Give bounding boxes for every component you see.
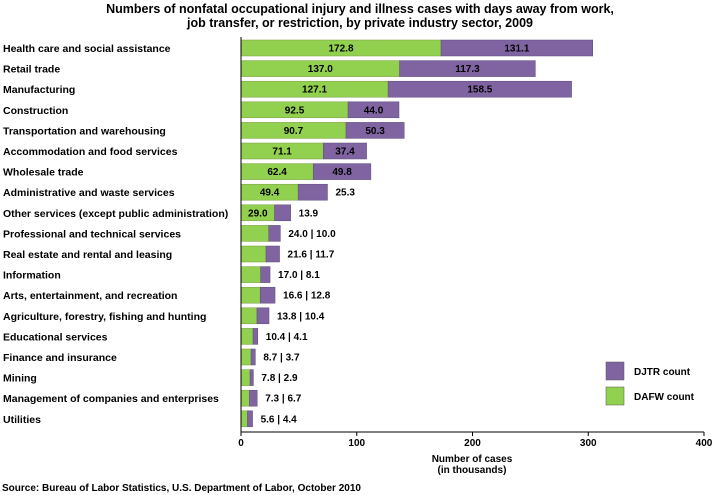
row-2-dafw-label: 137.0 xyxy=(308,64,333,75)
chart-title-line-1: Numbers of nonfatal occupational injury … xyxy=(106,2,614,16)
row-19-outside-label: 5.6 | 4.4 xyxy=(261,414,298,425)
category-label-5: Transportation and warehousing xyxy=(3,125,166,137)
category-label-15: Educational services xyxy=(3,331,108,343)
row-3-dafw-label: 127.1 xyxy=(302,85,327,96)
row-7-djtr-label: 49.8 xyxy=(332,167,352,178)
category-label-4: Construction xyxy=(3,105,68,117)
row-14-dafw-bar xyxy=(240,307,258,325)
category-label-16: Finance and insurance xyxy=(3,352,117,364)
legend-label-djtr: DJTR count xyxy=(634,367,691,378)
row-14-djtr-bar xyxy=(256,307,270,325)
row-5-djtr-label: 50.3 xyxy=(365,126,385,137)
row-18-outside-label: 7.3 | 6.7 xyxy=(265,394,302,405)
row-6-djtr-label: 37.4 xyxy=(335,147,355,158)
row-12-djtr-bar xyxy=(260,266,271,283)
x-axis: 0 100 200 300 400 xyxy=(238,37,713,449)
category-label-2: Retail trade xyxy=(3,64,60,76)
row-15-outside-label: 10.4 | 4.1 xyxy=(266,332,308,343)
row-11-djtr-bar xyxy=(265,245,280,263)
x-tick-label-200: 200 xyxy=(464,438,481,449)
x-tick-label-400: 400 xyxy=(696,438,713,449)
category-label-10: Professional and technical services xyxy=(3,228,181,240)
category-label-9: Other services (except public administra… xyxy=(3,208,228,220)
x-tick-label-100: 100 xyxy=(348,438,365,449)
row-11-dafw-bar xyxy=(240,245,267,263)
category-label-17: Mining xyxy=(3,373,37,385)
row-15-dafw-bar xyxy=(240,328,254,345)
legend-swatch-dafw xyxy=(605,386,625,406)
row-13-djtr-bar xyxy=(259,286,276,304)
category-label-19: Utilities xyxy=(3,414,41,426)
category-label-7: Wholesale trade xyxy=(3,167,84,179)
category-label-13: Arts, entertainment, and recreation xyxy=(3,290,177,302)
row-13-outside-label: 16.6 | 12.8 xyxy=(283,291,331,302)
row-1-dafw-label: 172.8 xyxy=(328,44,353,55)
row-1-djtr-bar xyxy=(440,39,594,57)
row-14-outside-label: 13.8 | 10.4 xyxy=(277,311,325,322)
row-5-djtr-bar xyxy=(345,122,405,139)
row-10-dafw-bar xyxy=(240,225,270,242)
row-9-djtr-bar xyxy=(274,204,291,222)
category-label-1: Health care and social assistance xyxy=(3,43,171,55)
row-13-dafw-bar xyxy=(240,286,261,304)
row-2-djtr-label: 117.3 xyxy=(455,64,480,75)
legend-swatch-djtr xyxy=(605,361,625,381)
row-8-djtr-bar xyxy=(297,183,328,201)
row-16-djtr-bar xyxy=(250,348,256,366)
row-7-djtr-bar xyxy=(312,163,372,180)
row-9-outside-label: 13.9 xyxy=(299,208,319,219)
legend: DJTR count DAFW count xyxy=(605,361,695,406)
bars-group: Health care and social assistance 172.8 13… xyxy=(3,39,594,428)
row-4-djtr-bar xyxy=(347,101,400,119)
row-4-djtr-label: 44.0 xyxy=(364,105,384,116)
category-label-18: Management of companies and enterprises xyxy=(3,393,219,405)
row-5-dafw-label: 90.7 xyxy=(284,126,304,137)
row-16-dafw-bar xyxy=(240,348,252,366)
x-tick-label-0: 0 xyxy=(238,438,244,449)
chart-title-line-2: job transfer, or restriction, by private… xyxy=(186,16,533,30)
row-3-djtr-label: 158.5 xyxy=(467,85,492,96)
row-2-djtr-bar xyxy=(399,60,536,77)
category-label-12: Information xyxy=(3,270,61,282)
row-9-dafw-label: 29.0 xyxy=(248,208,268,219)
source-note: Source: Bureau of Labor Statistics, U.S.… xyxy=(2,483,361,494)
row-10-outside-label: 24.0 | 10.0 xyxy=(288,229,336,240)
row-6-djtr-bar xyxy=(323,142,367,160)
legend-label-dafw: DAFW count xyxy=(634,392,695,403)
row-7-dafw-label: 62.4 xyxy=(267,167,287,178)
row-10-djtr-bar xyxy=(268,225,281,242)
row-4-dafw-label: 92.5 xyxy=(285,105,305,116)
row-16-outside-label: 8.7 | 3.7 xyxy=(263,353,300,364)
row-12-dafw-bar xyxy=(240,266,261,283)
x-tick-label-300: 300 xyxy=(580,438,597,449)
x-axis-label-line-1: Number of cases xyxy=(432,454,513,465)
row-17-dafw-bar xyxy=(240,369,251,386)
category-label-11: Real estate and rental and leasing xyxy=(3,249,172,261)
row-6-dafw-label: 71.1 xyxy=(272,147,292,158)
category-label-8: Administrative and waste services xyxy=(3,187,175,199)
row-11-outside-label: 21.6 | 11.7 xyxy=(288,250,335,261)
row-19-djtr-bar xyxy=(247,410,253,428)
row-8-outside-label: 25.3 xyxy=(335,188,355,199)
row-15-djtr-bar xyxy=(252,328,259,345)
row-12-outside-label: 17.0 | 8.1 xyxy=(278,270,320,281)
category-label-14: Agriculture, forestry, fishing and hunti… xyxy=(3,311,206,323)
row-17-djtr-bar xyxy=(249,369,254,386)
row-18-dafw-bar xyxy=(240,389,250,407)
row-3-djtr-bar xyxy=(387,80,572,98)
row-8-dafw-label: 49.4 xyxy=(260,188,280,199)
row-18-djtr-bar xyxy=(249,389,258,407)
row-1-djtr-label: 131.1 xyxy=(504,44,529,55)
category-label-3: Manufacturing xyxy=(3,84,75,96)
category-label-6: Accommodation and food services xyxy=(3,146,178,158)
x-axis-label-line-2: (in thousands) xyxy=(438,465,507,476)
row-19-dafw-bar xyxy=(240,410,248,428)
row-17-outside-label: 7.8 | 2.9 xyxy=(261,373,298,384)
